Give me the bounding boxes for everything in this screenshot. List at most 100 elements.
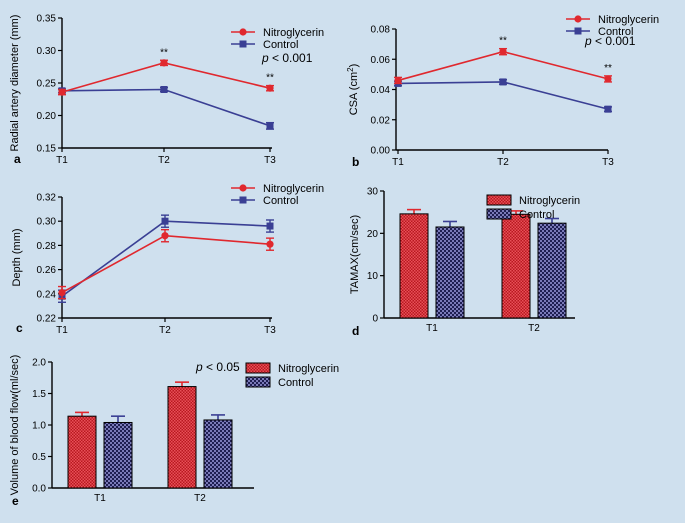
data-point-nitroglycerin (58, 88, 66, 96)
y-tick-label: 0.5 (32, 452, 46, 463)
legend-label-control: Control (263, 195, 298, 207)
y-tick-label: 0.15 (37, 144, 57, 155)
p-value-threshold: < 0.001 (269, 51, 313, 65)
chart-panel-d: 0 10 20 30 TAMAX(cm/sec) d T1 T2 Nitroglycerin Co… (349, 187, 580, 339)
x-tick-label: T2 (194, 493, 206, 504)
significance-marker: ** (266, 73, 274, 84)
data-point-control (604, 105, 612, 113)
p-value-threshold: < 0.001 (592, 34, 636, 48)
legend-label-control: Control (598, 26, 633, 38)
y-tick-label: 30 (367, 187, 379, 198)
bar-control-t2 (537, 222, 567, 319)
y-axis-title: TAMAX(cm/sec) (349, 215, 361, 294)
legend-label-nitroglycerin: Nitroglycerin (263, 183, 324, 195)
y-tick-label: 0.24 (37, 289, 57, 300)
legend-swatch-control (486, 208, 512, 220)
legend-label-control: Control (278, 377, 313, 389)
x-tick-label: T3 (264, 325, 276, 336)
x-tick-label: T1 (392, 157, 404, 168)
legend-marker-nitroglycerin (574, 15, 582, 23)
y-tick-label: 0.30 (37, 217, 57, 228)
y-tick-label: 10 (367, 271, 379, 282)
panel-letter: d (352, 324, 359, 338)
bar-nitroglycerin-t2 (167, 386, 197, 489)
y-axis-title: Radial artery diameter (mm) (9, 15, 21, 152)
p-value-text: p < 0.05 (195, 360, 240, 374)
series-line-control (61, 88, 271, 127)
data-point-control (160, 86, 168, 93)
legend-label-nitroglycerin: Nitroglycerin (598, 14, 659, 26)
y-tick-label: 0.20 (37, 111, 57, 122)
y-tick-label: 0.04 (371, 85, 391, 96)
y-axis-title-close: ) (348, 64, 360, 68)
y-tick-label: 0.32 (37, 193, 57, 204)
x-tick-label: T3 (602, 157, 614, 168)
p-value-symbol: p (195, 360, 203, 374)
y-tick-label: 0.30 (37, 46, 57, 57)
p-value-symbol: p (261, 51, 269, 65)
data-point-nitroglycerin (499, 48, 507, 56)
legend-label-nitroglycerin: Nitroglycerin (519, 195, 580, 207)
data-point-nitroglycerin (58, 288, 66, 297)
legend-marker-nitroglycerin (239, 28, 247, 36)
chart-panel-b: 0.00 0.02 0.04 0.06 0.08 CSA (cm2) b T1 T2 T3 ** **… (346, 14, 659, 169)
legend-swatch-control (245, 376, 271, 388)
y-tick-label: 0.0 (32, 484, 46, 495)
x-tick-label: T3 (264, 155, 276, 166)
data-point-nitroglycerin (161, 232, 169, 240)
x-tick-label: T1 (94, 493, 106, 504)
data-point-nitroglycerin (604, 75, 612, 83)
x-tick-label: T2 (158, 155, 170, 166)
significance-marker: ** (499, 36, 507, 47)
x-tick-label: T1 (56, 155, 68, 166)
p-value-text: p < 0.001 (584, 34, 636, 48)
data-point-control (266, 222, 274, 230)
y-tick-label: 0.08 (371, 25, 391, 36)
series-line-nitroglycerin (61, 234, 271, 294)
bar-nitroglycerin-t2 (501, 213, 531, 319)
y-tick-label: 1.5 (32, 389, 46, 400)
legend-marker-nitroglycerin (239, 184, 247, 192)
legend-label-control: Control (519, 209, 554, 221)
legend-label-nitroglycerin: Nitroglycerin (278, 363, 339, 375)
significance-marker: ** (160, 47, 168, 58)
x-tick-label: T1 (426, 323, 438, 334)
y-tick-label: 0.06 (371, 55, 391, 66)
data-point-control (161, 217, 169, 225)
y-axis-title: Volume of blood flow(ml/sec) (9, 355, 21, 496)
panel-letter: a (14, 152, 21, 166)
x-tick-label: T2 (497, 157, 509, 168)
legend: Nitroglycerin Control (245, 362, 339, 389)
bar-control-t1 (435, 226, 465, 319)
legend: Nitroglycerin Control (486, 194, 580, 221)
y-axis-title: Depth (mm) (11, 228, 23, 286)
data-point-nitroglycerin (266, 84, 274, 92)
y-axis-title-superscript: 2 (346, 67, 355, 72)
panel-letter: c (16, 321, 23, 335)
x-tick-label: T2 (159, 325, 171, 336)
x-tick-label: T1 (56, 325, 68, 336)
y-axis-title: CSA (cm2) (346, 64, 360, 116)
y-tick-label: 0 (372, 314, 378, 325)
panel-letter: b (352, 155, 359, 169)
y-tick-label: 2.0 (32, 358, 46, 369)
y-tick-label: 0.25 (37, 79, 57, 90)
y-tick-label: 0.02 (371, 115, 391, 126)
y-tick-label: 20 (367, 229, 379, 240)
p-value-text: p < 0.001 (261, 51, 313, 65)
y-tick-label: 0.28 (37, 241, 57, 252)
legend-label-nitroglycerin: Nitroglycerin (263, 27, 324, 39)
series-line-nitroglycerin (397, 50, 609, 82)
chart-panel-c: 0.22 0.24 0.26 0.28 0.30 0.32 Depth (mm) c T1 T2 T… (11, 183, 324, 336)
data-point-nitroglycerin (394, 76, 402, 85)
legend-swatch-nitroglycerin (245, 362, 271, 374)
data-point-control (266, 122, 274, 130)
series-line-control (397, 81, 609, 110)
legend-marker-control (574, 27, 582, 35)
chart-panel-e: 0.0 0.5 1.0 1.5 2.0 Volume of blood flow(ml/s… (9, 355, 339, 508)
chart-panel-a: 0.15 0.20 0.25 0.30 0.35 Radial artery diamet… (9, 14, 324, 167)
y-tick-label: 1.0 (32, 421, 46, 432)
